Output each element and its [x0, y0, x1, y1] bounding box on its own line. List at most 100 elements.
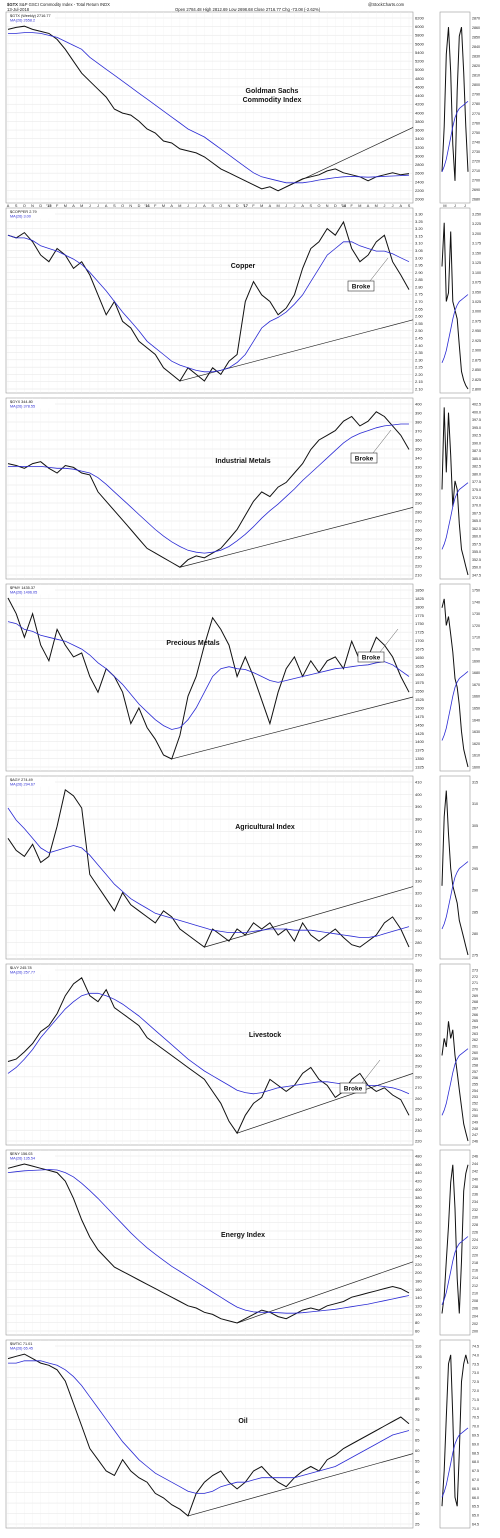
panel-2-y-tick: 2.65	[415, 306, 424, 311]
side-panel-3-series-price	[441, 407, 469, 576]
side-panel-8-y-tick: 74.5	[472, 1345, 479, 1349]
panel-2-y-tick: 2.30	[415, 357, 424, 362]
side-panel-6-y-tick: 251	[472, 1108, 478, 1112]
side-panel-7-y-tick: 244	[472, 1162, 478, 1166]
panel-4-y-tick: 1850	[415, 588, 425, 593]
side-panel-8-y-tick: 74.0	[472, 1353, 479, 1357]
side-panel-4-y-tick: 1650	[472, 707, 480, 711]
panel-3-y-tick: 400	[415, 402, 422, 407]
panel-4-y-tick: 1750	[415, 621, 425, 626]
panel-7-y-tick: 280	[415, 1237, 422, 1242]
panel-1-legend-ma: MA(26) 2658.2	[10, 19, 35, 23]
side-panel-6-y-tick: 272	[472, 975, 478, 979]
panel-5-series-price	[7, 789, 410, 948]
panel-5-y-tick: 350	[415, 854, 422, 859]
side-panel-1-y-tick: 2760	[472, 121, 480, 125]
x-axis-label: J	[285, 204, 287, 208]
panel-7-y-tick: 260	[415, 1245, 422, 1250]
side-panel-4-y-tick: 1750	[472, 589, 480, 593]
x-axis-label: A	[105, 204, 108, 208]
panel-4-y-tick: 1325	[415, 765, 425, 770]
side-panel-6-y-tick: 268	[472, 1000, 478, 1004]
x-axis-label: N	[129, 204, 132, 208]
panel-1-legend-price: $GTX (Weekly) 2716.77	[10, 14, 51, 18]
side-panel-6-y-tick: 263	[472, 1032, 478, 1036]
panel-1-y-tick: 3200	[415, 145, 425, 150]
x-axis-label: A	[203, 204, 206, 208]
panel-2-y-tick: 2.70	[415, 299, 424, 304]
panel-6-y-tick: 300	[415, 1053, 422, 1058]
x-axis-label: M	[358, 204, 361, 208]
panel-3-y-tick: 370	[415, 429, 422, 434]
panel-6-y-tick: 240	[415, 1117, 422, 1122]
side-panel-4-y-tick: 1640	[472, 718, 480, 722]
side-panel-7-y-tick: 218	[472, 1261, 478, 1265]
side-panel-3-y-tick: 402.5	[472, 403, 481, 407]
panel-1-y-tick: 2200	[415, 188, 425, 193]
panel-1-y-tick: 2800	[415, 162, 425, 167]
panel-4-y-tick: 1600	[415, 672, 425, 677]
side-panel-1-y-tick: 2840	[472, 45, 480, 49]
x-axis-label: J	[89, 204, 91, 208]
side-panel-3-y-tick: 355.0	[472, 550, 481, 554]
side-panel-3-y-tick: 372.5	[472, 496, 481, 500]
side-panel-8-y-tick: 65.0	[472, 1514, 479, 1518]
panel-1-title: Goldman Sachs	[246, 88, 299, 95]
panel-7-y-tick: 300	[415, 1229, 422, 1234]
side-panel-5-y-tick: 290	[472, 889, 478, 893]
panel-7-series-price	[7, 1163, 410, 1324]
panel-5-y-tick: 360	[415, 841, 422, 846]
side-panel-7-y-tick: 228	[472, 1223, 478, 1227]
panel-1-series-ma	[8, 32, 410, 184]
side-panel-8-y-tick: 68.5	[472, 1451, 479, 1455]
panel-1-y-tick: 3400	[415, 136, 425, 141]
side-panel-7-y-tick: 212	[472, 1284, 478, 1288]
x-axis-label: S	[113, 204, 116, 208]
side-panel-7-y-tick: 226	[472, 1231, 478, 1235]
panel-7-y-tick: 320	[415, 1220, 422, 1225]
panel-5-legend-ma: MA(26) 294.67	[10, 783, 35, 787]
side-panel-2-y-tick: 3.125	[472, 261, 481, 265]
panel-6-y-tick: 380	[415, 968, 422, 973]
panel-7-y-tick: 80	[415, 1320, 420, 1325]
side-panel-2-series-price	[441, 222, 469, 390]
x-axis-label: A	[367, 204, 370, 208]
side-panel-5-y-tick: 295	[472, 867, 478, 871]
side-panel-6-y-tick: 255	[472, 1083, 478, 1087]
panel-2-title: Copper	[231, 263, 256, 270]
side-panel-8-y-tick: 69.0	[472, 1442, 479, 1446]
side-panel-6-y-tick: 256	[472, 1076, 478, 1080]
panel-3-y-tick: 350	[415, 447, 422, 452]
side-panel-1-y-tick: 2770	[472, 112, 480, 116]
side-panel-1-y-tick: 2740	[472, 140, 480, 144]
x-axis-label: S	[211, 204, 214, 208]
panel-2-series-price	[7, 220, 410, 382]
panel-8-series-ma	[8, 1360, 410, 1494]
side-panel-4-y-tick: 1660	[472, 695, 480, 699]
x-axis-label: N	[31, 204, 34, 208]
panel-1-y-tick: 3600	[415, 128, 425, 133]
side-panel-2-y-tick: 3.250	[472, 213, 481, 217]
x-axis-label: F	[351, 204, 354, 208]
panel-5-y-tick: 270	[415, 953, 422, 958]
panel-6-y-tick: 320	[415, 1032, 422, 1037]
x-axis-label: J	[195, 204, 197, 208]
x-axis-label: M	[162, 204, 165, 208]
panel-3-legend-bg	[7, 399, 55, 409]
side-panel-4-y-tick: 1700	[472, 648, 480, 652]
side-panel-3-y-tick: 360.0	[472, 535, 481, 539]
header-brand: @StockCharts.com	[368, 2, 405, 7]
panel-4-legend-bg	[7, 585, 55, 595]
side-panel-8-y-tick: 67.0	[472, 1478, 479, 1482]
side-x-axis-label: J	[454, 204, 456, 208]
panel-2-y-tick: 3.15	[415, 233, 424, 238]
side-panel-4-y-tick: 1720	[472, 624, 480, 628]
panel-2-annotation-box	[347, 280, 375, 292]
panel-6-series-ma	[7, 992, 410, 1095]
header-low: Low 2698.68	[228, 7, 253, 12]
x-axis-label: A	[400, 204, 403, 208]
x-axis-label: S	[15, 204, 18, 208]
side-panel-4-y-tick: 1690	[472, 659, 480, 663]
panel-2-y-tick: 3.00	[415, 255, 424, 260]
